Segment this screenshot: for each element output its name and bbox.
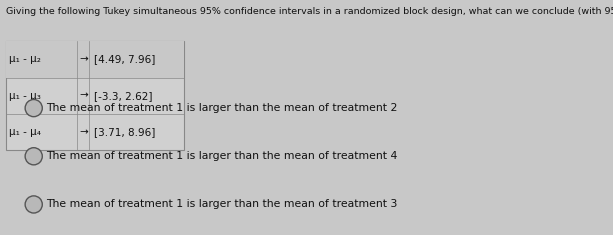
Ellipse shape bbox=[25, 99, 42, 117]
Ellipse shape bbox=[25, 148, 42, 165]
Text: →: → bbox=[80, 54, 88, 64]
Text: →: → bbox=[80, 91, 88, 101]
Text: The mean of treatment 1 is larger than the mean of treatment 3: The mean of treatment 1 is larger than t… bbox=[46, 200, 397, 209]
FancyBboxPatch shape bbox=[6, 41, 184, 150]
Text: μ₁ - μ₂: μ₁ - μ₂ bbox=[9, 54, 41, 64]
FancyBboxPatch shape bbox=[6, 41, 184, 78]
Text: The mean of treatment 1 is larger than the mean of treatment 4: The mean of treatment 1 is larger than t… bbox=[46, 151, 397, 161]
Text: The mean of treatment 1 is larger than the mean of treatment 2: The mean of treatment 1 is larger than t… bbox=[46, 103, 397, 113]
Text: Giving the following Tukey simultaneous 95% confidence intervals in a randomized: Giving the following Tukey simultaneous … bbox=[6, 7, 613, 16]
Text: μ₁ - μ₃: μ₁ - μ₃ bbox=[9, 91, 41, 101]
Text: [3.71, 8.96]: [3.71, 8.96] bbox=[94, 127, 155, 137]
Text: [4.49, 7.96]: [4.49, 7.96] bbox=[94, 54, 155, 64]
Ellipse shape bbox=[25, 196, 42, 213]
Text: →: → bbox=[80, 127, 88, 137]
Text: [-3.3, 2.62]: [-3.3, 2.62] bbox=[94, 91, 152, 101]
Text: μ₁ - μ₄: μ₁ - μ₄ bbox=[9, 127, 41, 137]
